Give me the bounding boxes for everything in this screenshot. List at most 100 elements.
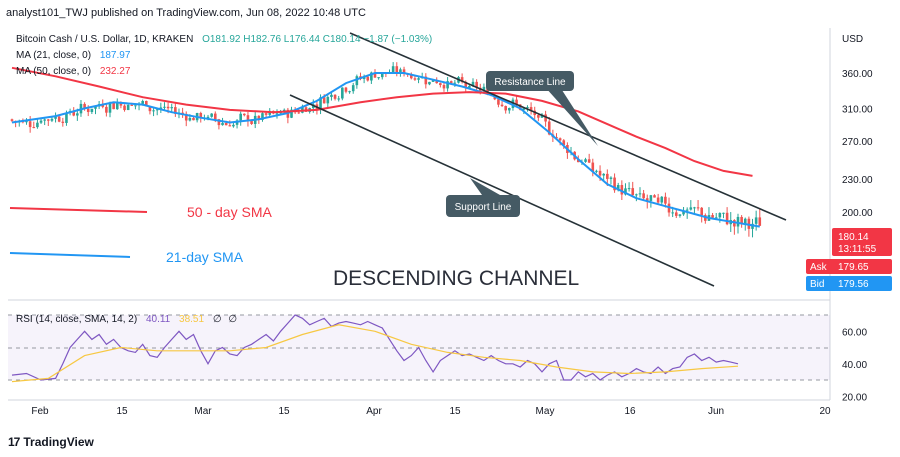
svg-text:Bitcoin Cash / U.S. Dollar, 1D: Bitcoin Cash / U.S. Dollar, 1D, KRAKEN O… xyxy=(16,34,432,45)
candle-body xyxy=(39,120,43,123)
candle-body xyxy=(188,117,192,121)
candle-body xyxy=(402,69,406,74)
candle-body xyxy=(217,119,221,126)
candle-body xyxy=(126,104,130,111)
candle-body xyxy=(522,108,526,110)
rsi-legend-value: 40.11 xyxy=(146,314,171,325)
candle-body xyxy=(337,98,340,100)
candle-body xyxy=(740,216,743,225)
sma21-label: 21-day SMA xyxy=(166,249,244,265)
candle-body xyxy=(36,122,39,128)
candle-body xyxy=(627,188,631,190)
rsi-na2: ∅ xyxy=(228,314,237,325)
publisher-text: analyst101_TWJ published on TradingView.… xyxy=(6,7,366,19)
sma21-key-line xyxy=(9,252,131,258)
candle-body xyxy=(326,96,330,104)
candle-body xyxy=(442,85,446,89)
price-tick-label: 360.00 xyxy=(842,69,873,80)
candle-body xyxy=(439,83,442,86)
brand-name: TradingView xyxy=(23,435,94,449)
candle-body xyxy=(57,116,61,122)
svg-text:MA (50, close, 0) 232.27: MA (50, close, 0) 232.27 xyxy=(16,66,131,77)
candle-body xyxy=(555,137,558,139)
candle-body xyxy=(257,115,261,120)
candle-body xyxy=(591,162,595,172)
candle-body xyxy=(449,81,453,84)
ma-lines-group xyxy=(11,66,760,228)
candle-body xyxy=(54,116,57,119)
price-tick-label: 230.00 xyxy=(842,175,873,186)
bid-value: 179.56 xyxy=(838,279,869,290)
candle-body xyxy=(714,217,718,219)
candle-body xyxy=(228,125,232,127)
candle-body xyxy=(373,72,377,78)
candle-body xyxy=(743,218,747,225)
candle-body xyxy=(678,214,682,216)
currency-label: USD xyxy=(842,34,863,45)
candle-body xyxy=(660,196,664,203)
rsi-tick-label: 60.00 xyxy=(842,327,867,338)
candle-body xyxy=(700,207,703,216)
candle-body xyxy=(468,86,471,88)
candle-body xyxy=(134,105,137,107)
support-callout-text: Support Line xyxy=(455,202,512,213)
candle-body xyxy=(366,76,370,81)
bid-label: Bid xyxy=(810,279,824,290)
candle-body xyxy=(399,69,402,74)
last-price-tag: 180.14 13:11:55 xyxy=(832,228,892,256)
candle-body xyxy=(10,119,14,121)
candle-body xyxy=(246,115,250,122)
candle-body xyxy=(645,198,649,201)
candle-body xyxy=(620,185,624,195)
candle-body xyxy=(155,109,159,111)
resistance-trendline[interactable] xyxy=(349,32,787,221)
candle-body xyxy=(65,112,68,123)
rsi-tick-label: 20.00 xyxy=(842,392,867,403)
tradingview-footer[interactable]: 17 TradingView xyxy=(8,433,94,451)
ohlc-values: O181.92 H182.76 L176.44 C180.14 −1.87 (−… xyxy=(202,34,432,45)
candle-body xyxy=(213,113,217,120)
candle-body xyxy=(656,197,660,203)
candle-body xyxy=(544,114,547,122)
candle-body xyxy=(25,121,28,123)
time-tick-label: 15 xyxy=(449,406,461,417)
rsi-sma-line xyxy=(11,324,739,383)
time-tick-label: Feb xyxy=(31,406,49,417)
candle-body xyxy=(330,94,333,97)
candle-body xyxy=(689,207,693,210)
ask-label: Ask xyxy=(810,262,828,273)
candle-body xyxy=(341,87,344,99)
candle-body xyxy=(758,217,762,226)
candle-body xyxy=(504,106,507,111)
candle-body xyxy=(377,77,380,79)
candle-body xyxy=(108,102,112,113)
candle-body xyxy=(613,177,616,191)
candle-body xyxy=(141,100,144,104)
candle-body xyxy=(322,97,326,104)
rsi-na1: ∅ xyxy=(213,314,222,325)
sma50-key-line xyxy=(9,207,148,213)
candle-body xyxy=(275,113,279,115)
resistance-callout[interactable]: Resistance Line xyxy=(486,71,598,146)
support-callout[interactable]: Support Line xyxy=(446,178,520,217)
candle-body xyxy=(428,81,431,85)
rsi-axis[interactable]: 60.00 40.00 20.00 xyxy=(842,327,867,403)
rsi-line xyxy=(11,314,739,381)
price-axis[interactable]: 360.00 310.00 270.00 230.00 200.00 xyxy=(842,69,873,219)
svg-text:RSI (14, close, SMA, 14, 2): RSI (14, close, SMA, 14, 2) 40.11 38.51 … xyxy=(16,314,237,325)
candle-body xyxy=(446,81,449,89)
candle-body xyxy=(232,124,235,127)
candle-body xyxy=(148,106,152,112)
candle-body xyxy=(279,112,282,114)
candle-body xyxy=(152,110,155,112)
candle-body xyxy=(410,74,413,79)
time-axis[interactable]: Feb 15 Mar 15 Apr 15 May 16 Jun 20 xyxy=(31,406,831,417)
candle-body xyxy=(119,102,123,106)
candle-body xyxy=(649,195,653,201)
candle-body xyxy=(453,82,457,84)
support-trendline[interactable] xyxy=(289,94,715,287)
time-tick-label: Apr xyxy=(366,406,382,417)
price-tick-label: 270.00 xyxy=(842,137,873,148)
candle-body xyxy=(606,173,609,179)
